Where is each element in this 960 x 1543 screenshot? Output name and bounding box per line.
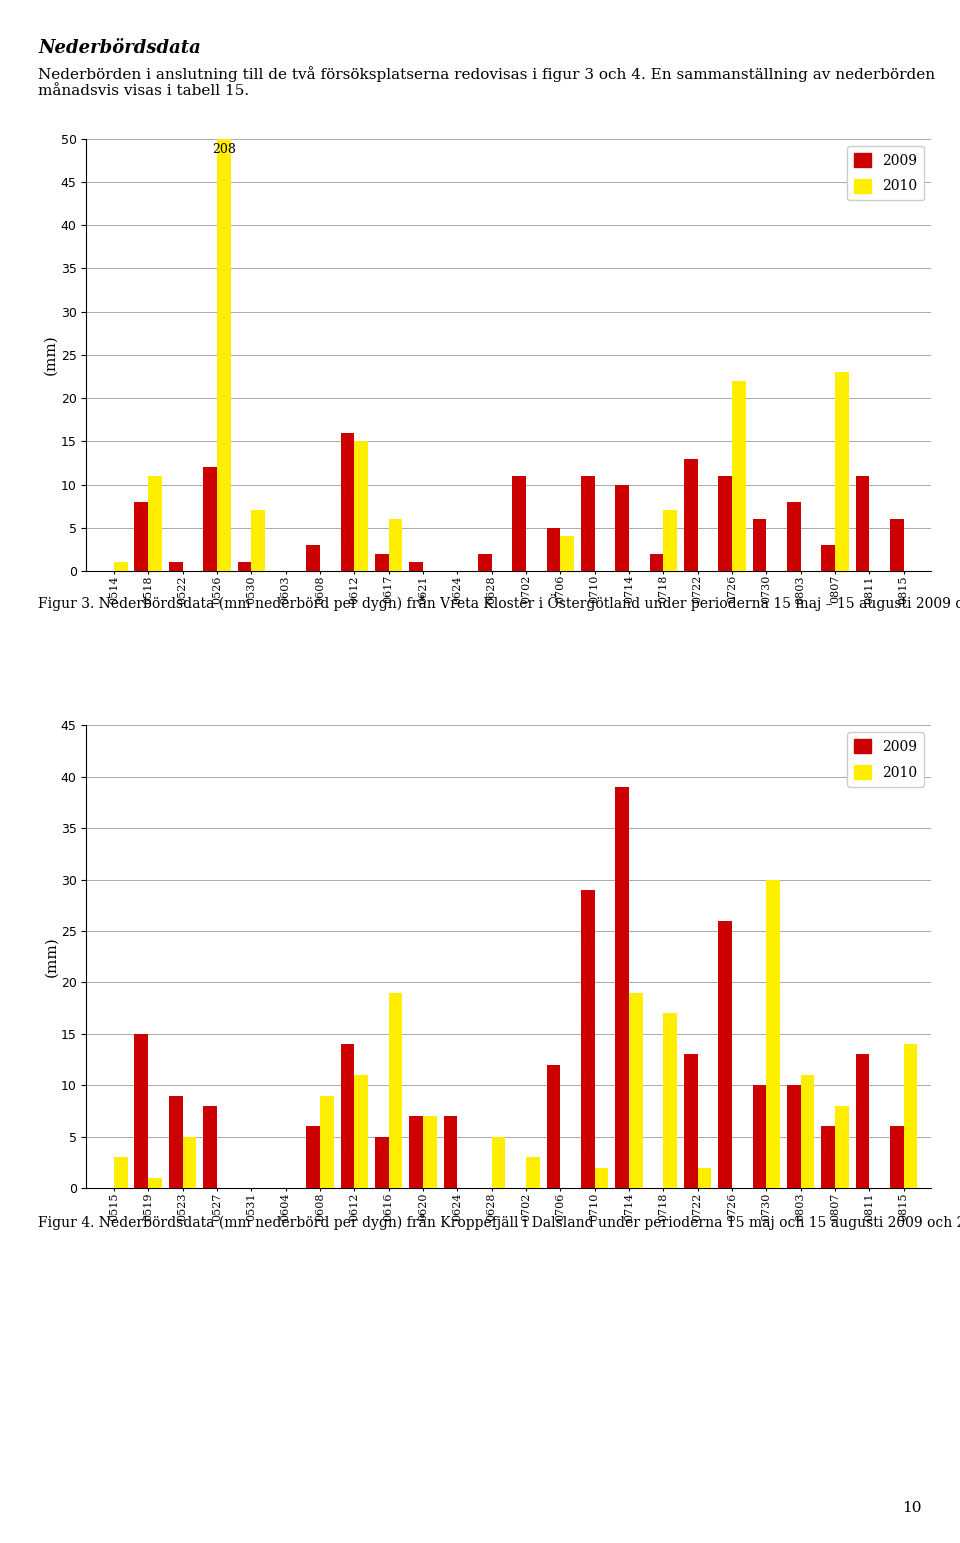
Bar — [629, 992, 643, 1188]
Bar — [546, 528, 561, 571]
Bar — [306, 545, 320, 571]
Bar — [561, 537, 574, 571]
Bar — [513, 475, 526, 571]
Bar — [306, 1126, 320, 1188]
Bar — [698, 1168, 711, 1188]
Bar — [492, 1137, 505, 1188]
Bar — [148, 475, 162, 571]
Bar — [787, 1085, 801, 1188]
Bar — [134, 1034, 148, 1188]
Bar — [114, 1157, 128, 1188]
Bar — [718, 475, 732, 571]
Bar — [204, 1106, 217, 1188]
Bar — [753, 518, 766, 571]
Bar — [409, 562, 423, 571]
Bar — [374, 1137, 389, 1188]
Bar — [169, 1096, 182, 1188]
Bar — [169, 562, 182, 571]
Bar — [684, 1054, 698, 1188]
Bar — [822, 1126, 835, 1188]
Y-axis label: (mm): (mm) — [44, 937, 58, 977]
Text: Figur 4. Nederbördsdata (mm nederbörd per dygn) från Kroppefjäll i Dalsland unde: Figur 4. Nederbördsdata (mm nederbörd pe… — [38, 1214, 960, 1230]
Bar — [148, 1177, 162, 1188]
Bar — [354, 441, 368, 571]
Bar — [217, 139, 230, 571]
Bar — [903, 1045, 918, 1188]
Bar — [478, 554, 492, 571]
Bar — [134, 501, 148, 571]
Bar — [594, 1168, 609, 1188]
Legend: 2009, 2010: 2009, 2010 — [848, 733, 924, 787]
Bar — [252, 511, 265, 571]
Bar — [114, 562, 128, 571]
Bar — [423, 1116, 437, 1188]
Bar — [341, 432, 354, 571]
Bar — [581, 890, 594, 1188]
Bar — [801, 1075, 814, 1188]
Bar — [787, 501, 801, 571]
Text: Nederbördsdata: Nederbördsdata — [38, 39, 202, 57]
Bar — [822, 545, 835, 571]
Bar — [650, 554, 663, 571]
Bar — [354, 1075, 368, 1188]
Bar — [732, 381, 746, 571]
Bar — [855, 475, 870, 571]
Bar — [663, 1014, 677, 1188]
Bar — [835, 372, 849, 571]
Bar — [615, 485, 629, 571]
Text: Nederbörden i anslutning till de två försöksplatserna redovisas i figur 3 och 4.: Nederbörden i anslutning till de två för… — [38, 66, 936, 99]
Bar — [615, 787, 629, 1188]
Bar — [718, 921, 732, 1188]
Bar — [389, 518, 402, 571]
Bar — [237, 562, 252, 571]
Legend: 2009, 2010: 2009, 2010 — [848, 147, 924, 201]
Bar — [890, 1126, 903, 1188]
Bar — [546, 1065, 561, 1188]
Bar — [204, 468, 217, 571]
Text: 10: 10 — [902, 1501, 922, 1515]
Bar — [855, 1054, 870, 1188]
Bar — [341, 1045, 354, 1188]
Bar — [389, 992, 402, 1188]
Text: Figur 3. Nederbördsdata (mm nederbörd per dygn) från Vreta Kloster i Östergötlan: Figur 3. Nederbördsdata (mm nederbörd pe… — [38, 594, 960, 611]
Bar — [835, 1106, 849, 1188]
Bar — [890, 518, 903, 571]
Bar — [663, 511, 677, 571]
Bar — [753, 1085, 766, 1188]
Y-axis label: (mm): (mm) — [44, 335, 58, 375]
Text: 208: 208 — [212, 143, 236, 156]
Bar — [684, 458, 698, 571]
Bar — [409, 1116, 423, 1188]
Bar — [374, 554, 389, 571]
Bar — [182, 1137, 196, 1188]
Bar — [581, 475, 594, 571]
Bar — [444, 1116, 457, 1188]
Bar — [526, 1157, 540, 1188]
Bar — [766, 880, 780, 1188]
Bar — [320, 1096, 334, 1188]
